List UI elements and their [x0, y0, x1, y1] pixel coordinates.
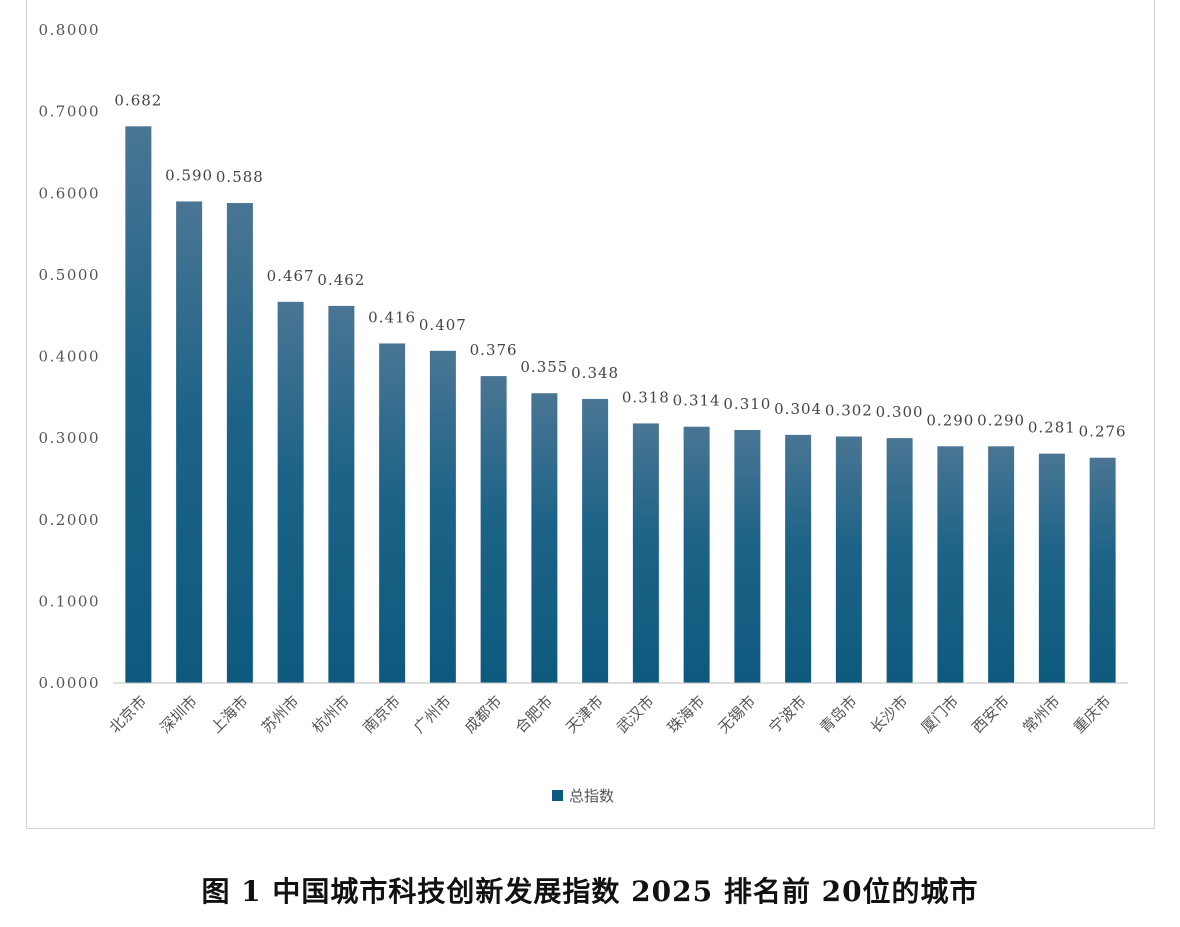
x-tick-label: 西安市 [968, 692, 1013, 737]
bar [734, 429, 761, 683]
x-tick-label: 深圳市 [156, 692, 201, 737]
y-tick-label: 0.2000 [39, 511, 101, 529]
x-tick-label: 成都市 [461, 692, 506, 737]
figure-caption: 图 1 中国城市科技创新发展指数 2025 排名前 20位的城市 [201, 875, 979, 908]
data-label: 0.348 [571, 364, 619, 382]
bar [1038, 453, 1065, 683]
data-label: 0.588 [216, 168, 264, 186]
x-tick-label: 常州市 [1019, 692, 1064, 737]
bar [277, 301, 304, 683]
bars: 0.682 0.590 0.588 0.467 0.462 0.416 0.4070.376… [114, 91, 1127, 684]
bar [1089, 457, 1116, 683]
x-tick-label: 无锡市 [715, 692, 760, 737]
y-tick-label: 0.4000 [39, 348, 101, 366]
data-label: 0.467 [267, 267, 315, 285]
data-label: 0.407 [419, 316, 467, 334]
y-tick-label: 0.3000 [39, 429, 101, 447]
bar [379, 343, 406, 683]
y-tick-label: 0.1000 [39, 592, 101, 610]
data-label: 0.416 [368, 308, 416, 326]
x-tick-label: 青岛市 [816, 692, 861, 737]
x-tick-label: 广州市 [410, 692, 455, 737]
data-label: 0.314 [673, 392, 721, 410]
x-tick-label: 南京市 [359, 692, 404, 737]
data-label: 0.304 [774, 400, 822, 418]
bar-chart: 0.0000 0.1000 0.2000 0.3000 0.4000 0.5000 0.60… [39, 21, 1128, 805]
x-tick-label: 杭州市 [309, 692, 354, 737]
data-label: 0.682 [114, 91, 162, 109]
bar [125, 126, 152, 683]
data-label: 0.376 [470, 341, 518, 359]
data-label: 0.290 [977, 411, 1025, 429]
legend-swatch [552, 790, 563, 801]
x-tick-label: 武汉市 [613, 692, 658, 737]
data-label: 0.318 [622, 388, 670, 406]
x-tick-label: 宁波市 [765, 692, 810, 737]
data-label: 0.300 [876, 403, 924, 421]
bar [480, 376, 507, 683]
x-tick-label: 苏州市 [258, 692, 303, 737]
x-tick-label: 重庆市 [1070, 692, 1115, 737]
y-tick-label: 0.8000 [39, 21, 101, 39]
x-tick-label: 天津市 [562, 692, 607, 737]
y-tick-label: 0.0000 [39, 674, 101, 692]
x-tick-label: 厦门市 [918, 692, 963, 737]
bar [937, 446, 964, 683]
legend-label: 总指数 [569, 787, 614, 805]
bar [226, 203, 253, 684]
bar [429, 350, 456, 683]
y-tick-label: 0.5000 [39, 266, 101, 284]
data-label: 0.290 [926, 411, 974, 429]
y-tick-label: 0.6000 [39, 184, 101, 202]
data-label: 0.462 [317, 271, 365, 289]
bar [176, 201, 203, 683]
chart-frame [26, 0, 1155, 829]
bar [582, 398, 609, 683]
legend: 总指数 [552, 787, 614, 805]
data-label: 0.590 [165, 166, 213, 184]
data-label: 0.281 [1028, 419, 1076, 437]
x-tick-label: 长沙市 [867, 692, 912, 737]
data-label: 0.302 [825, 401, 873, 419]
bar [683, 426, 710, 683]
data-label: 0.310 [723, 395, 771, 413]
x-axis: 北京市 深圳市 上海市 苏州市 杭州市 南京市 广州市 成都市 合肥市 天津市 武汉市 珠海市 无锡市宁… [106, 682, 1128, 737]
bar [835, 436, 862, 683]
x-tick-label: 上海市 [207, 692, 252, 737]
bar [785, 434, 812, 683]
bar [886, 438, 913, 683]
x-tick-label: 合肥市 [512, 692, 557, 737]
bar [988, 446, 1015, 683]
y-axis: 0.0000 0.1000 0.2000 0.3000 0.4000 0.5000 0.60… [39, 21, 101, 692]
bar [328, 305, 355, 683]
bar [632, 423, 659, 683]
y-tick-label: 0.7000 [39, 103, 101, 121]
data-label: 0.355 [520, 358, 568, 376]
bar [531, 393, 558, 683]
data-label: 0.276 [1079, 423, 1127, 441]
x-tick-label: 北京市 [106, 692, 151, 737]
x-tick-label: 珠海市 [664, 692, 709, 737]
